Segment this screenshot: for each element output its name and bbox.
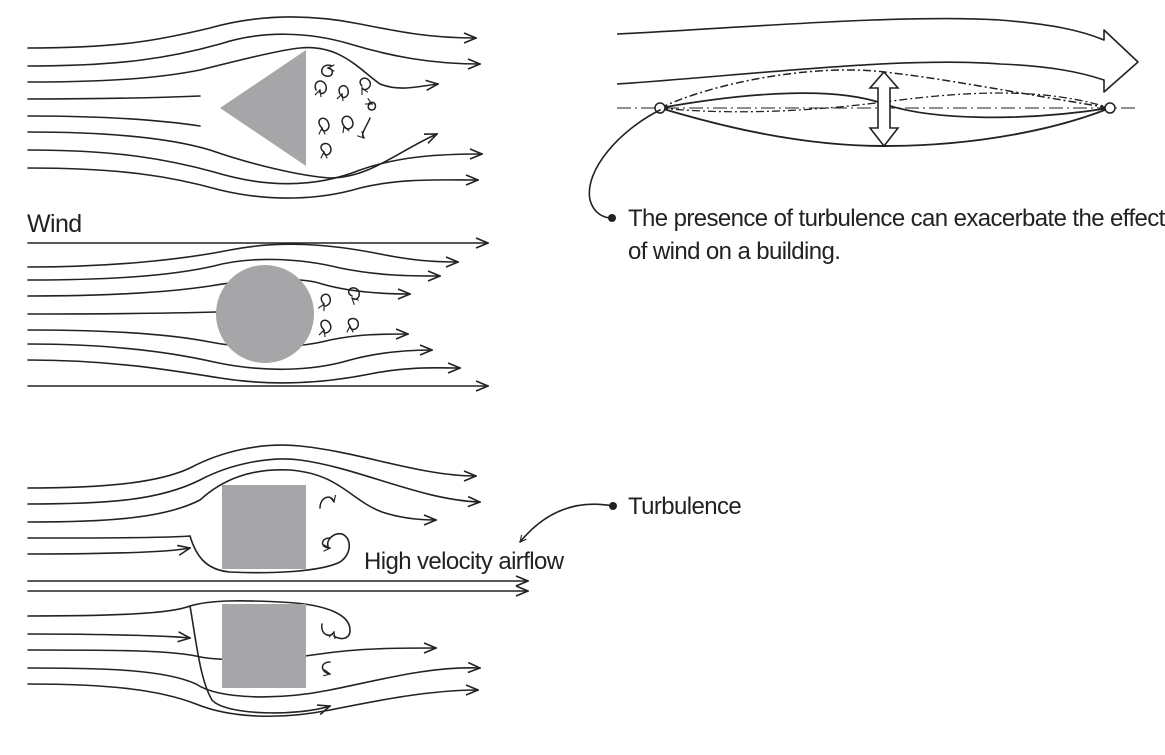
squares-turbulence-swirls (319, 497, 334, 674)
triangle-turbulence-swirls (314, 65, 377, 155)
circle-obstacle (216, 265, 314, 363)
triangle-flow-group (27, 16, 482, 199)
upper-square-streamlines (27, 444, 480, 574)
high-velocity-label: High velocity airflow (364, 548, 565, 575)
wind-label: Wind (27, 210, 82, 238)
high-velocity-streamlines (27, 581, 528, 591)
circle-flow-group (27, 243, 488, 386)
caption-leader-dot (608, 214, 616, 222)
oscillation-double-arrow (868, 70, 900, 148)
caption-leader (588, 109, 661, 219)
right-pin (1104, 102, 1116, 114)
oscillation-diagram: The presence of turbulence can exacerbat… (588, 17, 1165, 265)
caption-line-2: of wind on a building. (628, 238, 840, 265)
caption-line-1: The presence of turbulence can exacerbat… (628, 205, 1165, 232)
turbulence-callout: Turbulence (519, 493, 742, 542)
triangle-streamlines (27, 16, 482, 199)
circle-turbulence-swirls (321, 287, 361, 333)
large-wind-arrow (616, 17, 1139, 93)
upper-square-obstacle (222, 485, 306, 569)
lower-square-obstacle (222, 604, 306, 688)
triangle-obstacle (220, 50, 306, 166)
squares-flow-group: High velocity airflow (27, 444, 565, 718)
turbulence-label: Turbulence (628, 493, 741, 520)
